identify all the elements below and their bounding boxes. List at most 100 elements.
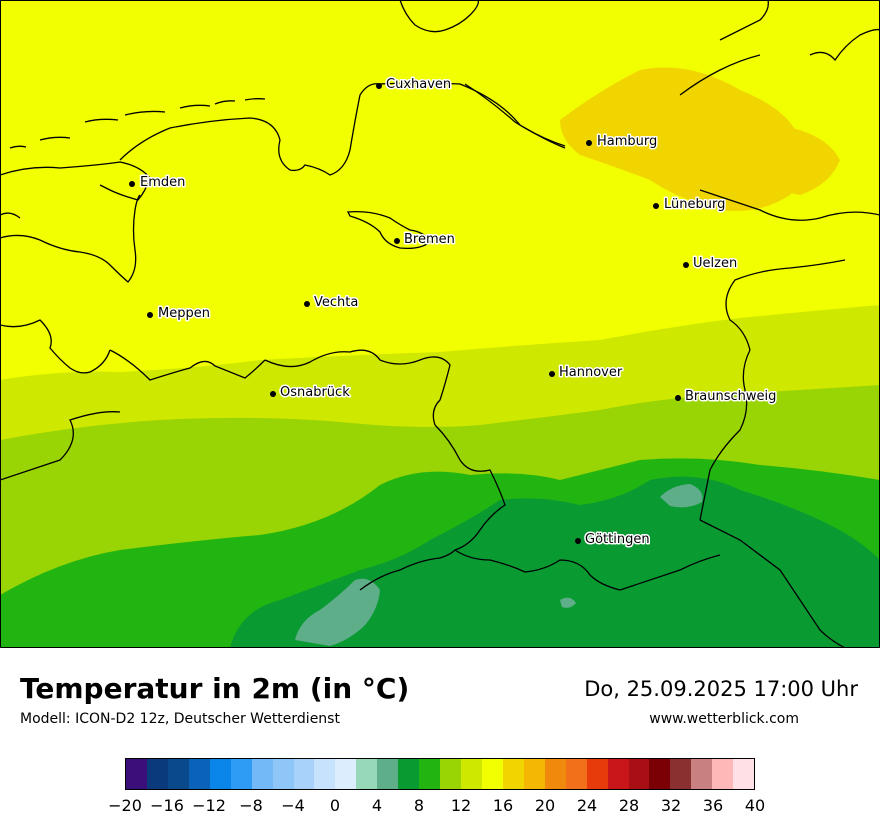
- colorbar-tick-label: 36: [702, 796, 724, 815]
- border-hesse: [454, 549, 621, 591]
- city-label: Braunschweig: [685, 389, 776, 404]
- colorbar-swatch: [733, 759, 755, 789]
- colorbar-tick-label: 0: [329, 796, 341, 815]
- colorbar-swatch: [398, 759, 420, 789]
- website-link[interactable]: www.wetterblick.com: [649, 711, 799, 727]
- colorbar-swatch: [419, 759, 441, 789]
- temp-field-4-south: [560, 597, 576, 608]
- map-title: Temperatur in 2m (in °C): [20, 672, 410, 705]
- city-marker: Meppen: [147, 305, 211, 323]
- colorbar-tick-label: 8: [413, 796, 425, 815]
- elbe-river: [464, 83, 566, 147]
- colorbar-swatch: [628, 759, 650, 789]
- city-label: Hamburg: [597, 134, 657, 149]
- border-netherlands: [0, 319, 111, 374]
- city-marker: Cuxhaven: [376, 76, 453, 94]
- colorbar-swatch: [691, 759, 713, 789]
- city-label: Vechta: [314, 295, 358, 310]
- colorbar-swatch: [167, 759, 189, 789]
- colorbar-swatch: [649, 759, 671, 789]
- colorbar-swatch: [293, 759, 315, 789]
- city-label: Meppen: [158, 306, 210, 321]
- coastline: [0, 194, 141, 283]
- city-marker: Osnabrück: [270, 384, 352, 402]
- colorbar-swatch: [565, 759, 587, 789]
- city-marker: Hamburg: [586, 133, 659, 151]
- colorbar-tick-label: 28: [618, 796, 640, 815]
- colorbar-swatch: [230, 759, 252, 789]
- colorbar-tick-label: −8: [239, 796, 263, 815]
- colorbar-swatch: [481, 759, 503, 789]
- colorbar-swatch: [188, 759, 210, 789]
- city-marker: Göttingen: [575, 531, 651, 549]
- island: [244, 98, 266, 101]
- border-saxony-anhalt: [725, 259, 846, 351]
- colorbar-swatch: [209, 759, 231, 789]
- city-label: Hannover: [559, 365, 623, 380]
- coastline: [346, 210, 431, 250]
- colorbar-swatch: [523, 759, 545, 789]
- border-thuringia: [619, 554, 721, 591]
- colorbar-swatch: [502, 759, 524, 789]
- border-holstein: [399, 0, 479, 33]
- colorbar-swatch: [356, 759, 378, 789]
- colorbar-swatch: [440, 759, 461, 789]
- model-info: Modell: ICON-D2 12z, Deutscher Wetterdie…: [20, 711, 340, 727]
- border-nrw: [264, 349, 451, 426]
- city-label: Cuxhaven: [386, 77, 451, 92]
- colorbar-tick-label: −20: [108, 796, 142, 815]
- colorbar-tick-label: −12: [192, 796, 226, 815]
- coastline: [119, 82, 566, 176]
- coast-baltic: [809, 28, 880, 62]
- border-holland-small: [0, 212, 21, 219]
- island: [39, 136, 71, 141]
- colorbar-swatch: [586, 759, 608, 789]
- city-markers: Cuxhaven Hamburg Emden Lüneburg Bremen U…: [129, 76, 778, 549]
- colorbar-tick-label: 24: [576, 796, 598, 815]
- city-marker: Braunschweig: [675, 388, 778, 406]
- border-netherlands: [109, 349, 266, 381]
- border-thuringia: [699, 519, 846, 648]
- borders: [0, 0, 880, 648]
- colorbar-tick-label: −4: [281, 796, 305, 815]
- border-nrw-east: [434, 424, 506, 551]
- colorbar-swatch: [335, 759, 357, 789]
- colorbar-swatch: [461, 759, 482, 789]
- city-marker: Uelzen: [683, 255, 739, 273]
- colorbar-swatch: [314, 759, 336, 789]
- colorbar-tick-label: 40: [744, 796, 766, 815]
- colorbar-tick-label: 4: [371, 796, 383, 815]
- island: [124, 110, 166, 116]
- temp-field-4-east: [660, 484, 703, 508]
- forecast-datetime: Do, 25.09.2025 17:00 Uhr: [584, 677, 858, 701]
- colorbar-tick-label: 16: [492, 796, 514, 815]
- colorbar-swatch: [670, 759, 692, 789]
- city-marker: Lüneburg: [653, 196, 727, 214]
- city-marker: Vechta: [304, 294, 360, 312]
- colorbar-swatch: [251, 759, 273, 789]
- coastline: [0, 161, 151, 201]
- colorbar-swatch: [146, 759, 168, 789]
- border-mecklenburg: [719, 0, 769, 41]
- temp-field-20-east: [720, 125, 840, 195]
- colorbar-swatch: [377, 759, 399, 789]
- border-hesse: [359, 549, 456, 591]
- colorbar-swatch: [712, 759, 734, 789]
- colorbar-tick-label: 32: [660, 796, 682, 815]
- temp-field-4-west: [295, 578, 380, 646]
- colorbar-swatch: [607, 759, 629, 789]
- island: [179, 104, 211, 109]
- colorbar-swatch: [272, 759, 294, 789]
- border-brandenburg: [699, 189, 880, 221]
- city-marker: Bremen: [394, 231, 456, 249]
- city-label: Osnabrück: [280, 385, 350, 400]
- border-nrw: [0, 411, 121, 481]
- city-label: Emden: [140, 175, 185, 190]
- city-label: Göttingen: [585, 532, 650, 547]
- colorbar-tick-label: 20: [534, 796, 556, 815]
- temperature-colorbar: [125, 758, 755, 790]
- temperature-map: Cuxhaven Hamburg Emden Lüneburg Bremen U…: [0, 0, 880, 648]
- colorbar-tick-label: −16: [150, 796, 184, 815]
- city-marker: Hannover: [549, 364, 624, 382]
- border-saxony-anhalt: [699, 349, 751, 521]
